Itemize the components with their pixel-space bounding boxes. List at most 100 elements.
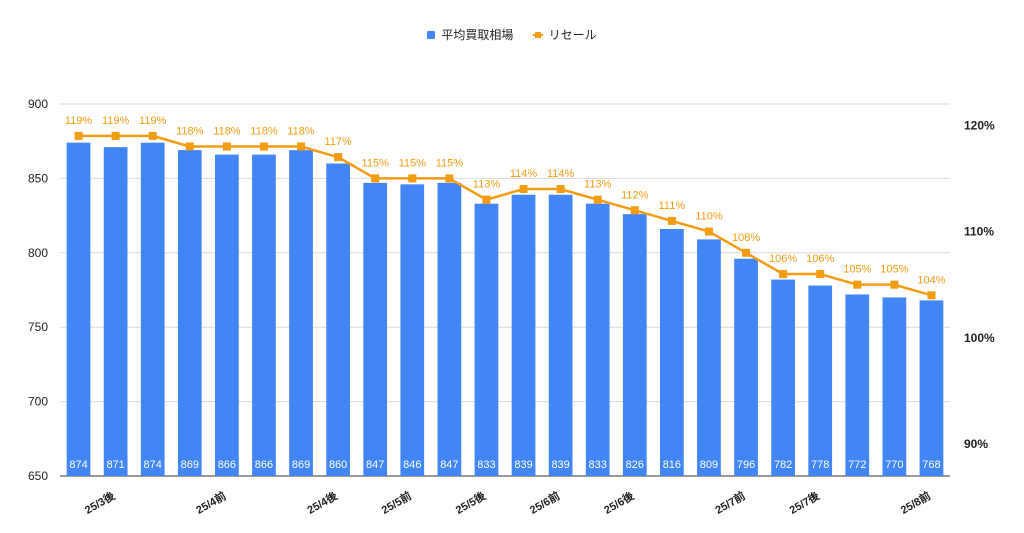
line-point <box>890 280 899 289</box>
line-value-label: 115% <box>436 157 464 169</box>
line-point <box>148 131 157 140</box>
y-right-tick-label: 110% <box>964 225 994 239</box>
bar-value-label: 770 <box>885 459 903 471</box>
line-value-label: 106% <box>769 253 797 265</box>
legend-item-line: リセール <box>532 26 597 43</box>
line-point <box>742 248 751 257</box>
bar <box>622 214 647 476</box>
y-axis-left: 650 700 750 800 850 900 <box>28 97 48 483</box>
resale-value-labels: 119% 119% 119% 118% 118% 118% 118% 117% 115% 115%… <box>65 115 946 286</box>
legend-item-bars: 平均買取相場 <box>427 26 513 43</box>
line-value-label: 115% <box>362 157 390 169</box>
line-value-label: 118% <box>250 126 278 138</box>
line-value-label: 114% <box>510 168 538 180</box>
line-point <box>779 270 788 279</box>
bar-value-label: 847 <box>440 459 458 471</box>
line-value-label: 115% <box>399 157 427 169</box>
x-tick-label: 25/6前 <box>527 488 562 516</box>
bar-value-label: 809 <box>700 459 718 471</box>
x-tick-label: 25/6後 <box>601 488 637 517</box>
line-swatch-icon <box>532 31 543 39</box>
line-value-label: 111% <box>659 200 686 212</box>
x-tick-label: 25/7後 <box>787 488 823 517</box>
legend-label-bars: 平均買取相場 <box>441 28 514 42</box>
bar-value-label: 768 <box>922 459 940 471</box>
bar-value-labels: 874 871 874 869 866 866 869 860 847 846 847 833 839 8… <box>69 459 940 471</box>
bar-value-label: 839 <box>551 459 569 471</box>
bar <box>548 194 573 476</box>
line-value-label: 114% <box>547 168 575 180</box>
line-value-label: 105% <box>880 264 908 276</box>
bar <box>326 163 350 476</box>
bar-value-label: 839 <box>514 459 532 471</box>
line-point <box>482 195 491 204</box>
line-point <box>593 195 602 204</box>
y-axis-right: 90% 100% 110% 120% <box>964 118 995 451</box>
bar-value-label: 874 <box>144 459 162 471</box>
line-point <box>556 185 565 194</box>
bar-value-label: 772 <box>848 459 866 471</box>
bar <box>215 154 239 477</box>
bar <box>66 142 91 477</box>
bar-value-label: 778 <box>811 459 829 471</box>
bar-value-label: 871 <box>106 459 124 471</box>
bar <box>289 150 313 477</box>
bar <box>771 279 795 476</box>
y-left-tick-label: 650 <box>28 469 48 483</box>
line-point <box>185 142 194 151</box>
x-tick-label: 25/3後 <box>82 488 118 517</box>
bar <box>103 147 128 477</box>
bar <box>140 142 165 477</box>
y-left-tick-label: 900 <box>28 97 48 111</box>
y-right-tick-label: 120% <box>964 118 995 132</box>
bar <box>697 239 721 476</box>
line-value-label: 113% <box>473 179 501 191</box>
line-value-label: 118% <box>287 126 315 138</box>
bar-value-label: 833 <box>477 459 495 471</box>
line-point <box>816 270 825 279</box>
x-tick-label: 25/5前 <box>379 488 414 516</box>
bar <box>252 154 276 477</box>
line-value-label: 106% <box>806 253 834 265</box>
bar <box>882 297 907 476</box>
line-point <box>853 280 862 289</box>
x-axis: 25/3後 25/4前 25/4後 25/5前 25/5後 25/6前 25/6後 25/7前… <box>82 488 933 517</box>
line-value-label: 118% <box>176 126 204 138</box>
bar <box>474 203 499 477</box>
legend-label-line: リセール <box>548 28 597 42</box>
x-tick-label: 25/4後 <box>305 488 341 517</box>
bar-value-label: 846 <box>403 459 421 471</box>
line-point <box>222 142 231 151</box>
bar <box>400 184 425 477</box>
bar-value-label: 866 <box>255 459 273 471</box>
bar <box>437 182 462 476</box>
resale-line-path <box>78 134 932 297</box>
bar-value-label: 782 <box>774 459 792 471</box>
y-left-tick-label: 700 <box>28 395 48 409</box>
line-value-label: 119% <box>65 115 93 127</box>
line-point <box>667 216 676 225</box>
line-value-label: 108% <box>732 232 760 244</box>
line-point <box>630 206 639 215</box>
y-right-tick-label: 100% <box>964 331 995 345</box>
line-point <box>74 131 83 140</box>
line-value-label: 105% <box>843 264 871 276</box>
bar <box>734 258 758 476</box>
bar-value-label: 833 <box>589 459 607 471</box>
line-point <box>111 131 120 140</box>
line-point <box>445 174 454 183</box>
line-value-label: 119% <box>102 115 130 127</box>
line-value-label: 119% <box>139 115 167 127</box>
bar-value-label: 826 <box>626 459 644 471</box>
line-value-label: 118% <box>213 126 241 138</box>
bar-value-label: 796 <box>737 459 755 471</box>
bars <box>66 142 944 477</box>
bar-value-label: 816 <box>663 459 681 471</box>
bar-value-label: 866 <box>218 459 236 471</box>
x-tick-label: 25/5後 <box>453 488 489 517</box>
line-value-label: 104% <box>917 274 945 286</box>
bar <box>585 203 610 477</box>
line-point <box>297 142 306 151</box>
bar-swatch-icon <box>427 30 436 39</box>
